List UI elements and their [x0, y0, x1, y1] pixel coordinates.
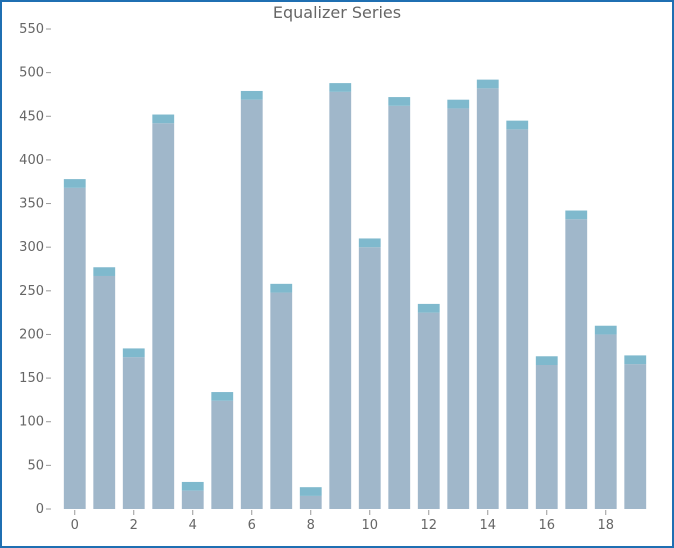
bar	[329, 91, 352, 509]
x-axis: 0 2 4 6 8 10 12 14 16 18	[71, 510, 614, 533]
bar	[476, 88, 499, 509]
bar	[93, 275, 116, 509]
x-tick-label: 10	[361, 518, 378, 533]
x-tick-label: 4	[189, 518, 197, 533]
bars	[63, 79, 647, 510]
bar	[211, 400, 234, 509]
bar	[122, 357, 145, 509]
y-tick-label: 50	[27, 458, 44, 473]
y-tick-label: 450	[19, 109, 44, 124]
bar-cap	[93, 267, 116, 276]
bar	[63, 187, 86, 509]
y-tick-label: 250	[19, 284, 44, 299]
bar-cap	[506, 120, 529, 130]
bar-cap	[447, 99, 470, 109]
bar-cap	[388, 97, 411, 106]
bar	[240, 99, 263, 509]
bar-cap	[240, 90, 263, 100]
x-tick-label: 0	[71, 518, 79, 533]
bar	[358, 247, 381, 509]
y-tick-label: 200	[19, 327, 44, 342]
bar	[624, 364, 647, 509]
y-tick-label: 0	[36, 502, 44, 517]
bar-cap	[152, 114, 175, 124]
y-axis: 0 50 100 150 200 250 300 350 400 450 500 550	[19, 22, 51, 517]
bar	[181, 490, 204, 509]
y-tick-label: 150	[19, 371, 44, 386]
bar	[565, 219, 588, 509]
y-tick-label: 300	[19, 240, 44, 255]
x-tick-label: 16	[538, 518, 555, 533]
bar-cap	[122, 348, 145, 358]
bar-cap	[476, 79, 499, 89]
bar-cap	[535, 356, 558, 365]
x-tick-label: 14	[479, 518, 496, 533]
bar	[447, 108, 470, 509]
x-tick-label: 8	[307, 518, 315, 533]
bar-cap	[329, 83, 352, 92]
x-tick-label: 2	[130, 518, 138, 533]
bar	[152, 123, 175, 509]
bar-cap	[358, 238, 381, 248]
bar	[388, 105, 411, 510]
bar-cap	[270, 283, 293, 293]
bar-cap	[63, 179, 86, 188]
y-tick-label: 100	[19, 415, 44, 430]
bar-cap	[565, 210, 588, 220]
y-tick-label: 350	[19, 197, 44, 212]
x-tick-label: 12	[420, 518, 437, 533]
bar-cap	[624, 355, 647, 365]
y-tick-label: 550	[19, 22, 44, 37]
bar-cap	[299, 487, 322, 496]
bar	[594, 334, 617, 509]
y-tick-label: 500	[19, 66, 44, 81]
bar	[299, 495, 322, 509]
bar	[506, 129, 529, 509]
bar-cap	[417, 303, 440, 313]
x-tick-label: 6	[248, 518, 256, 533]
chart-title: Equalizer Series	[272, 3, 402, 22]
bar-cap	[594, 325, 617, 335]
y-tick-label: 400	[19, 153, 44, 168]
bar	[417, 312, 440, 509]
bar	[270, 292, 293, 509]
bar	[535, 365, 558, 509]
bar-cap	[181, 481, 204, 491]
bar-cap	[211, 392, 234, 401]
x-tick-label: 18	[597, 518, 614, 533]
